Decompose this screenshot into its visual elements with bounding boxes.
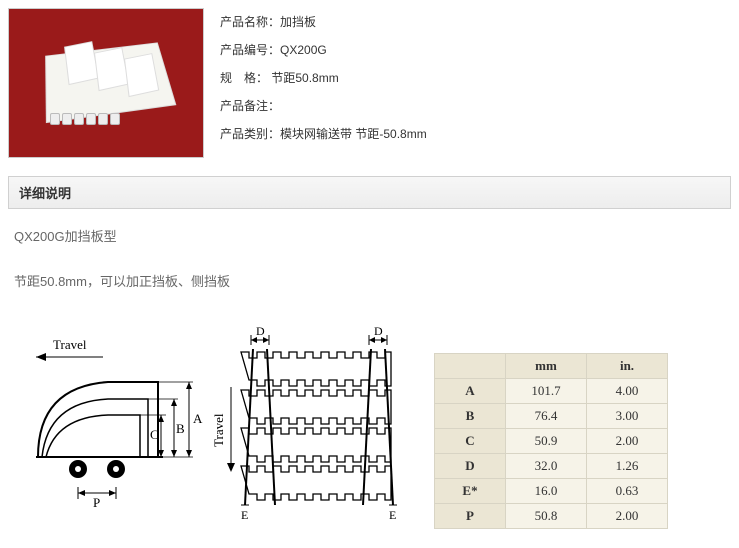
spec-row-label: C [435,428,506,453]
product-image [13,13,199,153]
product-note-label: 产品备注： [220,99,280,113]
spec-row: B 76.4 3.00 [435,403,668,428]
spec-table-header-row: mm in. [435,353,668,378]
spec-row-in: 3.00 [587,403,668,428]
spec-row-in: 2.00 [587,503,668,528]
spec-row-in: 4.00 [587,378,668,403]
spec-row-label: B [435,403,506,428]
spec-header-in: in. [587,353,668,378]
spec-header-mm: mm [506,353,587,378]
description-block: QX200G加挡板型 节距50.8mm，可以加正挡板、侧挡板 [8,209,731,321]
product-category-row: 产品类别：模块网输送带 节距-50.8mm [220,120,731,148]
product-spec-label: 规 格： [220,71,268,85]
description-line-2: 节距50.8mm，可以加正挡板、侧挡板 [14,272,725,293]
product-spec-row: 规 格： 节距50.8mm [220,64,731,92]
product-image-frame [8,8,204,158]
spec-row-mm: 32.0 [506,453,587,478]
top-view-svg: D D [211,327,426,537]
product-category-value: 模块网输送带 节距-50.8mm [280,127,427,141]
product-name-value: 加挡板 [280,15,316,29]
spec-row-label: E* [435,478,506,503]
spec-row-mm: 101.7 [506,378,587,403]
spec-table-body: A 101.7 4.00 B 76.4 3.00 C 50.9 2.00 D 3… [435,378,668,528]
side-profile-svg: Travel P [8,327,203,527]
spec-row-in: 1.26 [587,453,668,478]
product-name-label: 产品名称： [220,15,280,29]
dim-d-label-left: D [256,327,265,338]
spec-row: A 101.7 4.00 [435,378,668,403]
product-top-section: 产品名称：加挡板 产品编号：QX200G 规 格： 节距50.8mm 产品备注：… [8,8,731,158]
dim-b-label: B [176,421,185,436]
spec-table: mm in. A 101.7 4.00 B 76.4 3.00 C 50.9 2… [434,353,668,529]
side-profile-diagram: Travel P [8,327,203,530]
spec-row-mm: 16.0 [506,478,587,503]
spec-header-blank [435,353,506,378]
travel-label-mid: Travel [211,413,226,447]
arrow-down-icon [227,463,235,472]
product-code-row: 产品编号：QX200G [220,36,731,64]
detail-section-title: 详细说明 [19,186,71,201]
product-code-label: 产品编号： [220,43,280,57]
product-spec-value: 节距50.8mm [271,71,338,85]
dim-e-label-right: E [389,508,396,522]
spec-row-label: A [435,378,506,403]
belt-illustration [36,33,176,133]
product-name-row: 产品名称：加挡板 [220,8,731,36]
product-code-value: QX200G [280,43,327,57]
travel-label-left: Travel [53,337,87,352]
spec-row-mm: 50.9 [506,428,587,453]
spec-row-label: D [435,453,506,478]
dim-e-label-left: E [241,508,248,522]
dim-p-label: P [93,495,100,510]
diagram-and-table-row: Travel P [8,327,731,540]
dim-c-label: C [150,427,159,442]
spec-row-in: 0.63 [587,478,668,503]
dim-d-label-right: D [374,327,383,338]
spec-row: D 32.0 1.26 [435,453,668,478]
spec-row-mm: 76.4 [506,403,587,428]
spec-row-label: P [435,503,506,528]
spec-row: E* 16.0 0.63 [435,478,668,503]
spec-row: C 50.9 2.00 [435,428,668,453]
top-view-diagram: D D [211,327,426,540]
spec-row: P 50.8 2.00 [435,503,668,528]
spec-row-in: 2.00 [587,428,668,453]
product-category-label: 产品类别： [220,127,280,141]
description-line-1: QX200G加挡板型 [14,227,725,248]
detail-section-header: 详细说明 [8,176,731,209]
product-note-row: 产品备注： [220,92,731,120]
spec-row-mm: 50.8 [506,503,587,528]
arrow-left-icon [36,353,46,361]
dim-a-label: A [193,411,203,426]
product-info-list: 产品名称：加挡板 产品编号：QX200G 规 格： 节距50.8mm 产品备注：… [220,8,731,158]
